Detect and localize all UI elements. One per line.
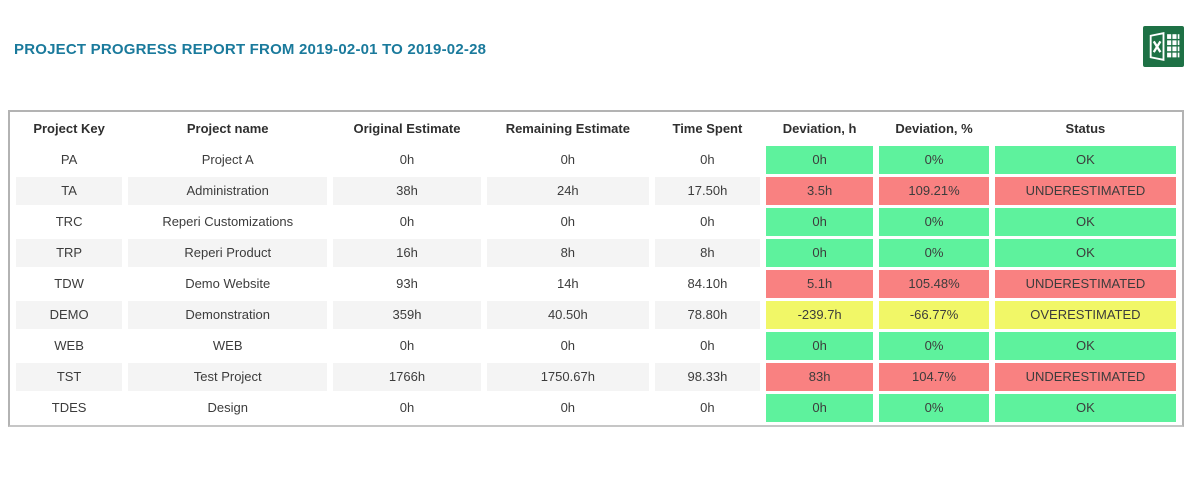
cell-time-spent: 0h bbox=[700, 152, 715, 167]
cell-project-name: Test Project bbox=[128, 363, 328, 391]
status-badge: OK bbox=[994, 332, 1176, 360]
cell-deviation-hours: 0h bbox=[765, 146, 874, 174]
cell-deviation-hours: 0h bbox=[765, 332, 874, 360]
cell-original-estimate: 0h bbox=[399, 338, 415, 353]
cell-project-name: Administration bbox=[128, 177, 328, 205]
cell-original-estimate: 0h bbox=[399, 400, 415, 415]
cell-remaining-estimate: 1750.67h bbox=[486, 363, 649, 391]
status-badge: OK bbox=[994, 146, 1176, 174]
cell-time-spent: 84.10h bbox=[687, 276, 728, 291]
cell-original-estimate: 0h bbox=[399, 214, 415, 229]
cell-deviation-hours: 3.5h bbox=[765, 177, 874, 205]
cell-time-spent: 78.80h bbox=[654, 301, 760, 329]
table-row: TRP Reperi Product 16h 8h 8h 0h 0% OK bbox=[16, 239, 1176, 267]
table-body: PA Project A 0h 0h 0h 0h 0% OK TA Administration 3… bbox=[16, 146, 1176, 422]
cell-original-estimate: 0h bbox=[399, 152, 415, 167]
cell-deviation-percent: 0% bbox=[879, 146, 989, 174]
cell-deviation-hours: 83h bbox=[765, 363, 874, 391]
cell-project-key: TST bbox=[16, 363, 123, 391]
page-title: PROJECT PROGRESS REPORT FROM 2019-02-01 … bbox=[14, 41, 487, 58]
cell-project-name: Reperi Product bbox=[128, 239, 328, 267]
cell-time-spent: 8h bbox=[654, 239, 760, 267]
header-row: Project Key Project name Original Estimate… bbox=[16, 115, 1176, 143]
cell-project-key: TA bbox=[16, 177, 123, 205]
column-header: Project Key bbox=[33, 121, 105, 136]
status-badge: OK bbox=[994, 239, 1176, 267]
status-badge: OVERESTIMATED bbox=[994, 301, 1176, 329]
cell-time-spent: 98.33h bbox=[654, 363, 760, 391]
status-badge: OK bbox=[994, 208, 1176, 236]
column-header: Deviation, h bbox=[782, 121, 857, 136]
cell-time-spent: 0h bbox=[700, 400, 715, 415]
progress-table: Project Key Project name Original Estimate… bbox=[10, 112, 1182, 425]
cell-project-key: WEB bbox=[54, 338, 84, 353]
column-header: Deviation, % bbox=[895, 121, 973, 136]
cell-deviation-hours: 5.1h bbox=[765, 270, 874, 298]
cell-project-name: WEB bbox=[212, 338, 243, 353]
cell-remaining-estimate: 0h bbox=[560, 214, 576, 229]
cell-project-key: TRP bbox=[16, 239, 123, 267]
cell-remaining-estimate: 0h bbox=[560, 338, 576, 353]
cell-remaining-estimate: 24h bbox=[486, 177, 649, 205]
column-header: Status bbox=[1065, 121, 1106, 136]
cell-time-spent: 0h bbox=[700, 338, 715, 353]
table-row: PA Project A 0h 0h 0h 0h 0% OK bbox=[16, 146, 1176, 174]
table-row: TDW Demo Website 93h 14h 84.10h 5.1h 105.48% UN… bbox=[16, 270, 1176, 298]
cell-deviation-hours: 0h bbox=[765, 239, 874, 267]
cell-deviation-percent: 0% bbox=[879, 332, 989, 360]
cell-original-estimate: 38h bbox=[333, 177, 481, 205]
table-row: WEB WEB 0h 0h 0h 0h 0% OK bbox=[16, 332, 1176, 360]
column-header: Time Spent bbox=[672, 121, 743, 136]
cell-original-estimate: 93h bbox=[396, 276, 418, 291]
cell-deviation-percent: 104.7% bbox=[879, 363, 989, 391]
cell-project-key: TDES bbox=[51, 400, 87, 415]
cell-deviation-percent: 105.48% bbox=[879, 270, 989, 298]
column-header: Remaining Estimate bbox=[505, 121, 630, 136]
status-badge: UNDERESTIMATED bbox=[994, 363, 1176, 391]
cell-deviation-percent: 109.21% bbox=[879, 177, 989, 205]
cell-original-estimate: 16h bbox=[333, 239, 481, 267]
cell-project-key: TRC bbox=[55, 214, 83, 229]
cell-project-name: Demo Website bbox=[185, 276, 271, 291]
cell-remaining-estimate: 40.50h bbox=[486, 301, 649, 329]
cell-project-key: DEMO bbox=[16, 301, 123, 329]
table-row: TA Administration 38h 24h 17.50h 3.5h 109.21% U… bbox=[16, 177, 1176, 205]
cell-project-name: Demonstration bbox=[128, 301, 328, 329]
cell-remaining-estimate: 0h bbox=[560, 400, 576, 415]
excel-export-button[interactable] bbox=[1143, 26, 1184, 67]
cell-project-key: PA bbox=[60, 152, 78, 167]
cell-deviation-hours: -239.7h bbox=[765, 301, 874, 329]
table-row: TDES Design 0h 0h 0h 0h 0% OK bbox=[16, 394, 1176, 422]
table-row: TRC Reperi Customizations 0h 0h 0h 0h 0% OK bbox=[16, 208, 1176, 236]
cell-deviation-hours: 0h bbox=[765, 394, 874, 422]
cell-time-spent: 0h bbox=[700, 214, 715, 229]
cell-project-name: Project A bbox=[201, 152, 254, 167]
cell-project-key: TDW bbox=[54, 276, 84, 291]
cell-original-estimate: 1766h bbox=[333, 363, 481, 391]
cell-project-name: Reperi Customizations bbox=[162, 214, 294, 229]
cell-deviation-percent: 0% bbox=[879, 394, 989, 422]
cell-deviation-percent: 0% bbox=[879, 208, 989, 236]
status-badge: OK bbox=[994, 394, 1176, 422]
cell-deviation-hours: 0h bbox=[765, 208, 874, 236]
excel-icon bbox=[1143, 26, 1184, 67]
cell-project-name: Design bbox=[207, 400, 248, 415]
status-badge: UNDERESTIMATED bbox=[994, 270, 1176, 298]
cell-time-spent: 17.50h bbox=[654, 177, 760, 205]
column-header: Project name bbox=[186, 121, 269, 136]
cell-original-estimate: 359h bbox=[333, 301, 481, 329]
cell-remaining-estimate: 0h bbox=[560, 152, 576, 167]
cell-remaining-estimate: 8h bbox=[486, 239, 649, 267]
cell-remaining-estimate: 14h bbox=[556, 276, 579, 291]
column-header: Original Estimate bbox=[353, 121, 461, 136]
cell-deviation-percent: 0% bbox=[879, 239, 989, 267]
table-row: DEMO Demonstration 359h 40.50h 78.80h -239.7h… bbox=[16, 301, 1176, 329]
cell-deviation-percent: -66.77% bbox=[879, 301, 989, 329]
table-row: TST Test Project 1766h 1750.67h 98.33h 83h 104… bbox=[16, 363, 1176, 391]
progress-table-container: Project Key Project name Original Estimate… bbox=[8, 110, 1184, 427]
status-badge: UNDERESTIMATED bbox=[994, 177, 1176, 205]
